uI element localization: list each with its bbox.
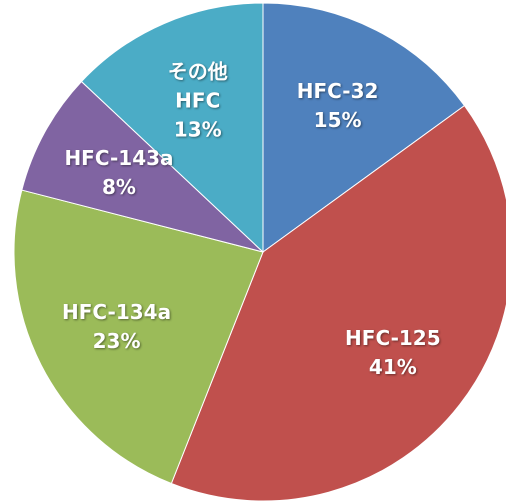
category-label: HFC-32 xyxy=(296,78,379,103)
pie-slice xyxy=(262,2,466,253)
pie-slice xyxy=(80,2,264,254)
pie-slice xyxy=(21,80,264,253)
slice-label: その他 HFC 13% xyxy=(168,58,228,145)
category-label: その他 HFC xyxy=(167,59,228,113)
value-label: 23% xyxy=(92,328,141,353)
value-label: 8% xyxy=(102,174,136,199)
slice-label: HFC-32 15% xyxy=(297,77,379,135)
category-label: HFC-143a xyxy=(64,145,174,170)
slice-label: HFC-143a 8% xyxy=(64,144,173,202)
value-label: 41% xyxy=(368,354,417,379)
slice-label: HFC-125 41% xyxy=(345,324,441,382)
value-label: 15% xyxy=(313,107,362,132)
category-label: HFC-134a xyxy=(62,299,172,324)
category-label: HFC-125 xyxy=(345,325,441,350)
value-label: 13% xyxy=(173,117,222,142)
pie-slice xyxy=(13,189,264,485)
slice-label: HFC-134a 23% xyxy=(62,298,171,356)
